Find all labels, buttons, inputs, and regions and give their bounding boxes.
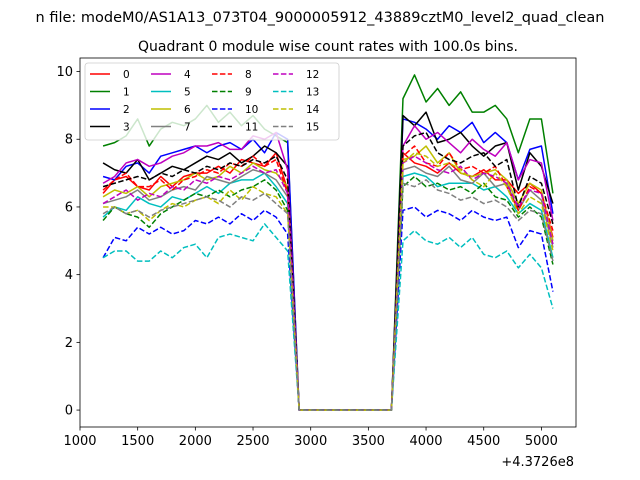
axes-group: 1000 1500 2000 2500 3000 3500 4000 4500 5000 0 2 4 6…	[56, 57, 577, 449]
legend-label-12: 12	[306, 69, 319, 81]
y-tick-label: 10	[56, 65, 73, 80]
legend-label-6: 6	[184, 104, 191, 116]
x-tick-label: 3000	[294, 434, 327, 449]
x-tick-label: 3500	[352, 434, 385, 449]
series-line-15	[102, 179, 554, 411]
series-lines	[102, 74, 554, 411]
plot-frame	[79, 57, 577, 428]
legend-label-2: 2	[123, 104, 130, 116]
x-tick-label: 1000	[63, 434, 96, 449]
legend-label-15: 15	[306, 122, 319, 134]
x-tick-label: 2000	[179, 434, 212, 449]
series-line-12	[102, 155, 554, 411]
y-tick-label: 2	[65, 336, 73, 351]
legend-label-9: 9	[245, 87, 252, 99]
legend-label-3: 3	[123, 122, 130, 134]
legend-label-0: 0	[123, 69, 130, 81]
y-tick-label: 6	[65, 200, 73, 215]
legend-box	[84, 62, 340, 141]
legend-label-4: 4	[184, 69, 191, 81]
x-tick-label: 1500	[121, 434, 154, 449]
figure-suptitle: n file: modeM0/AS1A13_073T04_9000005912_…	[36, 10, 605, 26]
legend-label-10: 10	[245, 104, 258, 116]
legend-label-1: 1	[123, 87, 130, 99]
y-tick-label: 4	[65, 268, 73, 283]
x-tick-label: 4500	[467, 434, 500, 449]
y-tick-label: 0	[65, 404, 73, 419]
legend-label-7: 7	[184, 122, 191, 134]
legend-label-14: 14	[306, 104, 320, 116]
x-tick-label: 5000	[525, 434, 558, 449]
x-offset-label: +4.3726e8	[501, 455, 574, 470]
x-tick-label: 2500	[236, 434, 269, 449]
axes-title: Quadrant 0 module wise count rates with …	[138, 39, 518, 55]
legend-label-13: 13	[306, 87, 319, 99]
y-tick-label: 8	[65, 133, 73, 148]
legend-label-5: 5	[184, 87, 191, 99]
legend-label-11: 11	[245, 122, 258, 134]
legend-label-8: 8	[245, 69, 252, 81]
x-tick-label: 4000	[409, 434, 442, 449]
